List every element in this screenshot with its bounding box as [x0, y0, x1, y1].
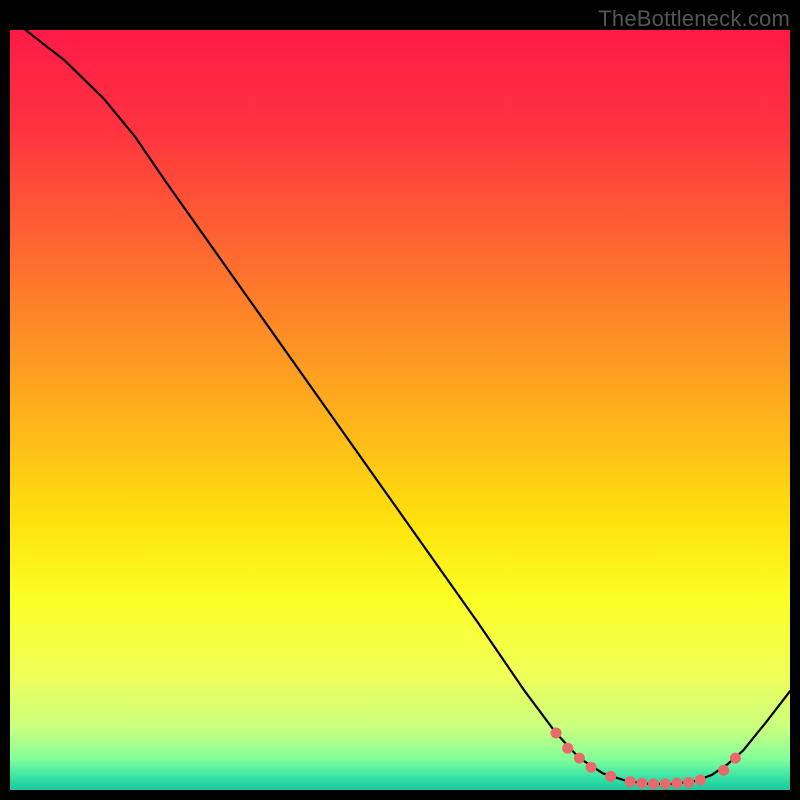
curve-marker: [551, 728, 562, 739]
curve-marker: [660, 778, 671, 789]
curve-marker: [625, 776, 636, 787]
curve-marker: [671, 778, 682, 789]
plot-background: [10, 30, 790, 790]
bottleneck-chart: [0, 0, 800, 800]
curve-marker: [562, 743, 573, 754]
curve-marker: [718, 765, 729, 776]
curve-marker: [683, 777, 694, 788]
curve-marker: [695, 775, 706, 786]
curve-marker: [605, 771, 616, 782]
watermark-text: TheBottleneck.com: [598, 6, 790, 32]
curve-marker: [574, 753, 585, 764]
curve-marker: [648, 778, 659, 789]
curve-marker: [636, 778, 647, 789]
curve-marker: [586, 762, 597, 773]
curve-marker: [730, 753, 741, 764]
